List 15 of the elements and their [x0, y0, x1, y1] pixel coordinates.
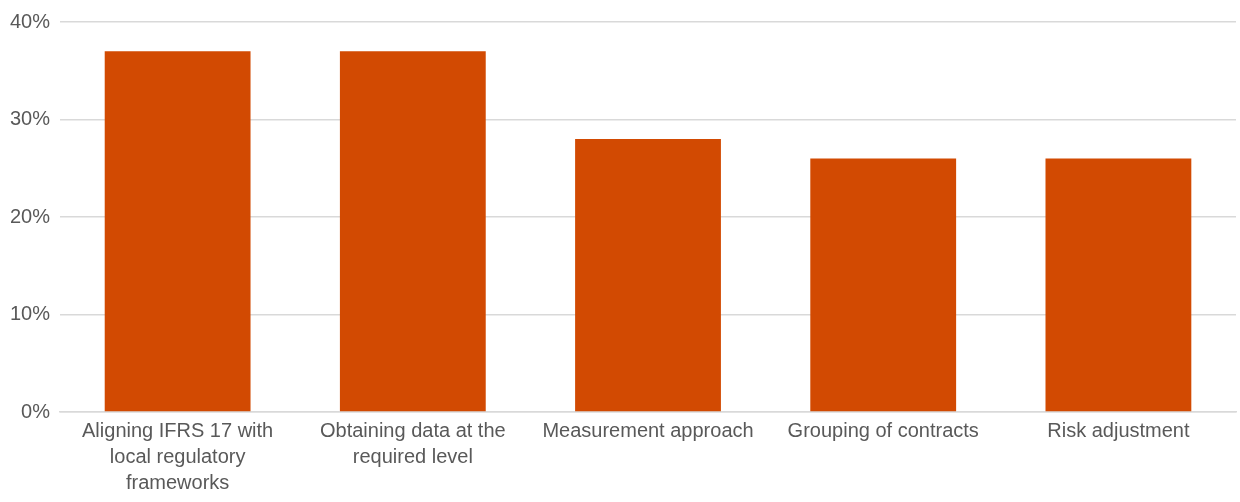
bar	[339, 51, 486, 412]
x-tick-label: Aligning IFRS 17 with local regulatory frameworks	[82, 418, 274, 493]
y-tick-label: 10%	[10, 302, 51, 325]
x-tick-label: Measurement approach	[542, 418, 754, 441]
bar	[1045, 158, 1192, 412]
y-tick-label: 20%	[10, 204, 51, 227]
y-tick-label: 30%	[10, 107, 51, 130]
y-tick-label: 0%	[21, 399, 51, 422]
x-tick-label: Risk adjustment	[1047, 418, 1190, 441]
x-tick-label: Obtaining data at the required level	[319, 418, 506, 467]
x-tick-label: Grouping of contracts	[787, 418, 979, 441]
bar	[810, 158, 957, 412]
bar	[575, 139, 721, 412]
bar	[104, 51, 251, 412]
y-tick-label: 40%	[10, 9, 51, 32]
